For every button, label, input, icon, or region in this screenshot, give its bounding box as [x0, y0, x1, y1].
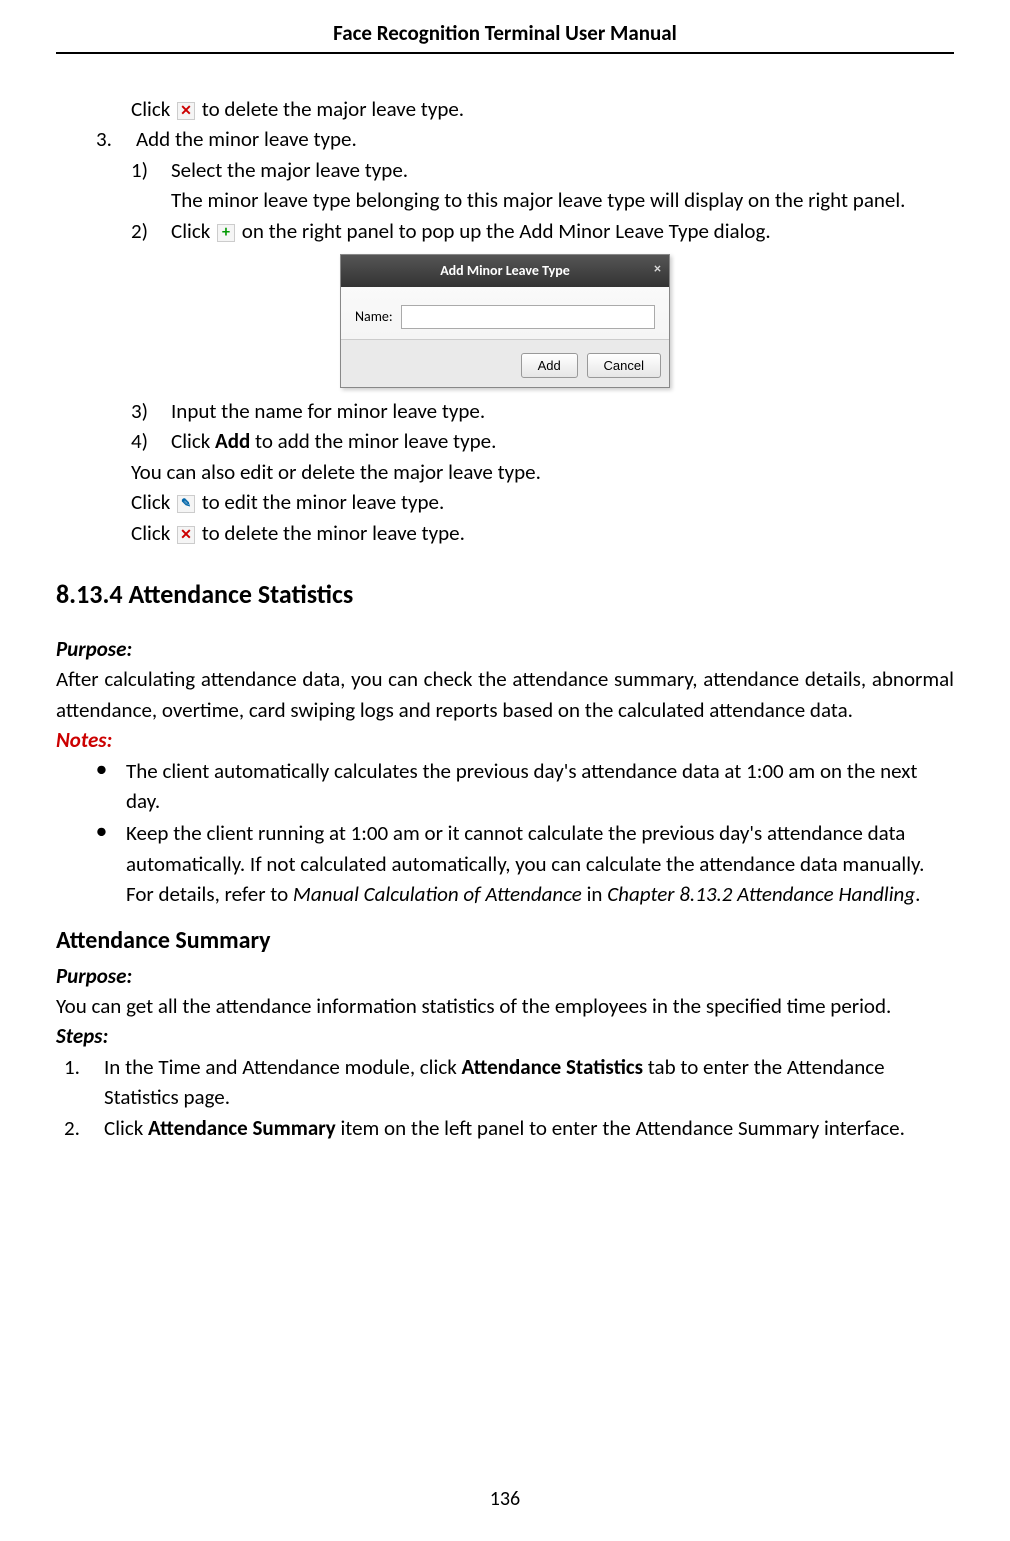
dialog-name-input[interactable]: [401, 305, 655, 329]
substep-2-number: 2): [131, 216, 171, 246]
substep-4: 4) Click Add to add the minor leave type…: [56, 426, 954, 456]
click-edit-minor-line: Click ✎ to edit the minor leave type.: [56, 487, 954, 517]
substep-1-number: 1): [131, 155, 171, 185]
bullet-icon: ●: [96, 818, 126, 909]
substep-1: 1) Select the major leave type.: [56, 155, 954, 185]
notes-list: ● The client automatically calculates th…: [56, 756, 954, 910]
delete-major-text: to delete the major leave type.: [202, 96, 464, 122]
step-3-number: 3.: [96, 124, 136, 154]
dialog-cancel-button[interactable]: Cancel: [587, 353, 661, 378]
note-2: ● Keep the client running at 1:00 am or …: [96, 818, 954, 909]
purpose-label-2: Purpose:: [56, 961, 954, 991]
heading-text: Attendance Statistics: [129, 578, 354, 610]
dialog-title-text: Add Minor Leave Type: [440, 262, 570, 279]
click-delete-major-line: Click ✕ to delete the major leave type.: [56, 94, 954, 124]
step-2-bold: Attendance Summary: [148, 1115, 336, 1141]
page-number: 136: [0, 1487, 1010, 1511]
notes-label: Notes:: [56, 725, 954, 755]
step-1-number: 1.: [56, 1052, 104, 1113]
step-1: 1. In the Time and Attendance module, cl…: [56, 1052, 954, 1113]
substep-4-before: Click: [171, 428, 215, 454]
steps-list: 1. In the Time and Attendance module, cl…: [56, 1052, 954, 1143]
click-word-del2: Click: [131, 520, 170, 546]
delete-x-icon-2: ✕: [177, 526, 195, 544]
click-delete-minor-line: Click ✕ to delete the minor leave type.: [56, 518, 954, 548]
step-2-a: Click: [104, 1115, 148, 1141]
click-word-edit: Click: [131, 489, 170, 515]
substep-2-textwrap: Click + on the right panel to pop up the…: [171, 216, 771, 246]
delete-minor-text: to delete the minor leave type.: [202, 520, 465, 546]
bullet-icon: ●: [96, 756, 126, 817]
substep-4-bold: Add: [215, 428, 250, 454]
step-3-text: Add the minor leave type.: [136, 124, 357, 154]
dialog-name-label: Name:: [355, 307, 393, 327]
step-2-number: 2.: [56, 1113, 104, 1143]
add-minor-leave-dialog: Add Minor Leave Type × Name: Add Cancel: [340, 254, 670, 388]
heading-number: 8.13.4: [56, 578, 123, 610]
attendance-summary-heading: Attendance Summary: [56, 924, 954, 959]
also-edit-line: You can also edit or delete the major le…: [56, 457, 954, 487]
content-body: Click ✕ to delete the major leave type. …: [56, 94, 954, 1143]
dialog-add-button[interactable]: Add: [521, 353, 578, 378]
purpose-label: Purpose:: [56, 634, 954, 664]
substep-2: 2) Click + on the right panel to pop up …: [56, 216, 954, 246]
step-2-b: item on the left panel to enter the Atte…: [336, 1115, 905, 1141]
dialog-body: Name:: [341, 287, 669, 339]
note-2-italic2: Chapter 8.13.2 Attendance Handling: [607, 881, 915, 907]
step-1-a: In the Time and Attendance module, click: [104, 1054, 462, 1080]
section-8-13-4-heading: 8.13.4 Attendance Statistics: [56, 576, 954, 614]
click-word: Click: [131, 96, 170, 122]
dialog-close-icon[interactable]: ×: [654, 259, 661, 279]
note-2-italic1: Manual Calculation of Attendance: [293, 881, 582, 907]
substep-3: 3) Input the name for minor leave type.: [56, 396, 954, 426]
step-1-text: In the Time and Attendance module, click…: [104, 1052, 954, 1113]
purpose-text-2: You can get all the attendance informati…: [56, 991, 954, 1021]
note-2-b: in: [582, 881, 607, 907]
note-1: ● The client automatically calculates th…: [96, 756, 954, 817]
note-2-text: Keep the client running at 1:00 am or it…: [126, 818, 954, 909]
substep-3-number: 3): [131, 396, 171, 426]
edit-icon: ✎: [177, 495, 195, 513]
steps-label: Steps:: [56, 1021, 954, 1051]
note-2-c: .: [915, 881, 920, 907]
edit-minor-text: to edit the minor leave type.: [202, 489, 445, 515]
step-2: 2. Click Attendance Summary item on the …: [56, 1113, 954, 1143]
substep-4-after: to add the minor leave type.: [250, 428, 496, 454]
note-1-text: The client automatically calculates the …: [126, 756, 954, 817]
step-1-bold: Attendance Statistics: [462, 1054, 644, 1080]
dialog-screenshot: Add Minor Leave Type × Name: Add Cancel: [56, 254, 954, 388]
substep-4-number: 4): [131, 426, 171, 456]
substep-3-text: Input the name for minor leave type.: [171, 396, 485, 426]
delete-x-icon: ✕: [177, 102, 195, 120]
step-2-text: Click Attendance Summary item on the lef…: [104, 1113, 905, 1143]
substep-1-detail: The minor leave type belonging to this m…: [56, 185, 954, 215]
substep-2-before: Click: [171, 218, 210, 244]
substep-4-textwrap: Click Add to add the minor leave type.: [171, 426, 496, 456]
step-3: 3. Add the minor leave type.: [56, 124, 954, 154]
page-header-title: Face Recognition Terminal User Manual: [56, 20, 954, 54]
substep-1-text: Select the major leave type.: [171, 155, 408, 185]
purpose-text: After calculating attendance data, you c…: [56, 664, 954, 725]
dialog-footer: Add Cancel: [341, 339, 669, 386]
substep-2-after: on the right panel to pop up the Add Min…: [242, 218, 771, 244]
plus-icon: +: [217, 224, 235, 242]
dialog-title-bar: Add Minor Leave Type ×: [341, 255, 669, 287]
